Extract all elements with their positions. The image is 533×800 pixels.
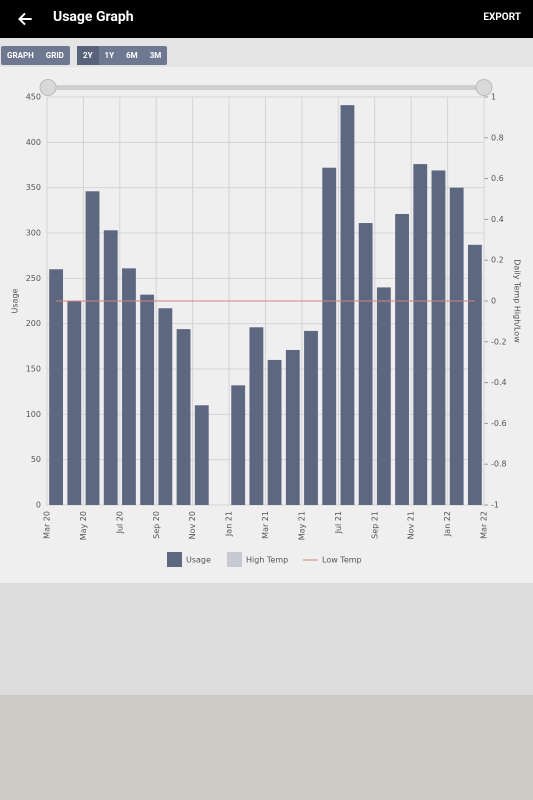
y2-tick-label: -0.8 bbox=[491, 460, 507, 469]
bar bbox=[122, 268, 136, 505]
range-slider[interactable] bbox=[48, 85, 484, 90]
y2-tick-label: -1 bbox=[491, 501, 499, 510]
y2-tick-label: 0.2 bbox=[491, 256, 504, 265]
back-button[interactable] bbox=[16, 9, 34, 29]
x-tick-label: Nov 20 bbox=[188, 511, 197, 539]
bar bbox=[431, 170, 446, 505]
bar bbox=[67, 301, 82, 505]
bar bbox=[194, 405, 209, 505]
x-tick-label: May 21 bbox=[297, 511, 306, 540]
bar bbox=[176, 329, 191, 505]
y2-tick-label: 0.6 bbox=[491, 174, 504, 183]
y-tick-label: 0 bbox=[36, 501, 41, 510]
bar bbox=[376, 287, 391, 505]
bar bbox=[103, 230, 118, 505]
y-tick-label: 350 bbox=[26, 183, 41, 192]
bar bbox=[85, 191, 100, 505]
empty-area bbox=[0, 583, 533, 695]
bar bbox=[340, 105, 355, 505]
x-tick-label: Jul 21 bbox=[334, 511, 343, 534]
y2-tick-label: 0.4 bbox=[491, 215, 504, 224]
legend-swatch bbox=[227, 552, 242, 567]
legend-label: Low Temp bbox=[322, 556, 362, 565]
slider-handle[interactable] bbox=[475, 79, 493, 96]
y2-axis-label: Daily Temp High/Low bbox=[513, 259, 522, 343]
bar bbox=[449, 187, 464, 505]
bar bbox=[322, 167, 337, 505]
y-tick-label: 300 bbox=[26, 229, 41, 238]
y-tick-label: 50 bbox=[31, 455, 41, 464]
slider-handle[interactable] bbox=[39, 79, 57, 96]
y2-tick-label: -0.6 bbox=[491, 419, 507, 428]
x-tick-label: Mar 22 bbox=[480, 511, 489, 539]
range-button[interactable]: 2Y bbox=[77, 46, 99, 65]
bar bbox=[267, 359, 282, 505]
toolbar: GRAPH GRID 2Y 1Y 6M 3M bbox=[0, 38, 533, 67]
view-button[interactable]: GRAPH bbox=[7, 51, 34, 60]
y2-tick-label: 0.8 bbox=[491, 133, 504, 142]
legend-label: High Temp bbox=[246, 556, 288, 565]
bar bbox=[467, 244, 482, 505]
bar bbox=[158, 308, 173, 505]
y2-tick-label: 1 bbox=[491, 93, 496, 102]
y-tick-label: 150 bbox=[26, 365, 41, 374]
legend-label: Usage bbox=[186, 556, 211, 565]
bar bbox=[49, 269, 64, 505]
x-tick-label: Sep 20 bbox=[152, 511, 161, 539]
y-tick-label: 250 bbox=[26, 274, 41, 283]
bar bbox=[231, 385, 246, 505]
x-tick-label: Sep 21 bbox=[370, 511, 379, 539]
x-tick-label: Jan 21 bbox=[225, 511, 234, 537]
y-tick-label: 100 bbox=[26, 410, 41, 419]
chart: Usage Daily Temp High/Low 0 50 100 150 200 25… bbox=[11, 79, 522, 567]
bar bbox=[413, 164, 428, 505]
bar bbox=[304, 330, 318, 505]
y2-tick-label: 0 bbox=[491, 297, 496, 306]
x-tick-label: Jan 22 bbox=[443, 511, 452, 537]
y-tick-label: 400 bbox=[26, 138, 41, 147]
app-bar: Usage Graph EXPORT bbox=[0, 0, 533, 38]
y-tick-label: 200 bbox=[26, 319, 41, 328]
bar bbox=[358, 223, 373, 505]
legend-swatch bbox=[167, 552, 182, 567]
y2-tick-label: -0.4 bbox=[491, 378, 507, 387]
bar bbox=[249, 327, 264, 505]
x-tick-label: Mar 21 bbox=[261, 511, 270, 539]
export-button[interactable]: EXPORT bbox=[483, 12, 521, 23]
range-button[interactable]: 3M bbox=[149, 51, 162, 60]
range-button[interactable]: 1Y bbox=[104, 51, 115, 60]
range-button[interactable]: 6M bbox=[126, 51, 138, 60]
x-tick-label: Jul 20 bbox=[115, 511, 124, 534]
bar bbox=[395, 213, 409, 505]
view-group: GRAPH GRID bbox=[1, 46, 70, 65]
x-tick-label: Nov 21 bbox=[407, 511, 416, 539]
y2-tick-label: -0.2 bbox=[491, 337, 507, 346]
bar bbox=[140, 294, 155, 505]
bar bbox=[285, 349, 300, 505]
range-group: 2Y 1Y 6M 3M bbox=[77, 46, 168, 65]
x-tick-label: Mar 20 bbox=[43, 511, 52, 539]
view-button[interactable]: GRID bbox=[45, 51, 64, 60]
title: Usage Graph bbox=[53, 9, 134, 25]
y-axis-label: Usage bbox=[11, 288, 20, 313]
x-tick-label: May 20 bbox=[79, 511, 88, 540]
y-tick-label: 450 bbox=[26, 93, 41, 102]
